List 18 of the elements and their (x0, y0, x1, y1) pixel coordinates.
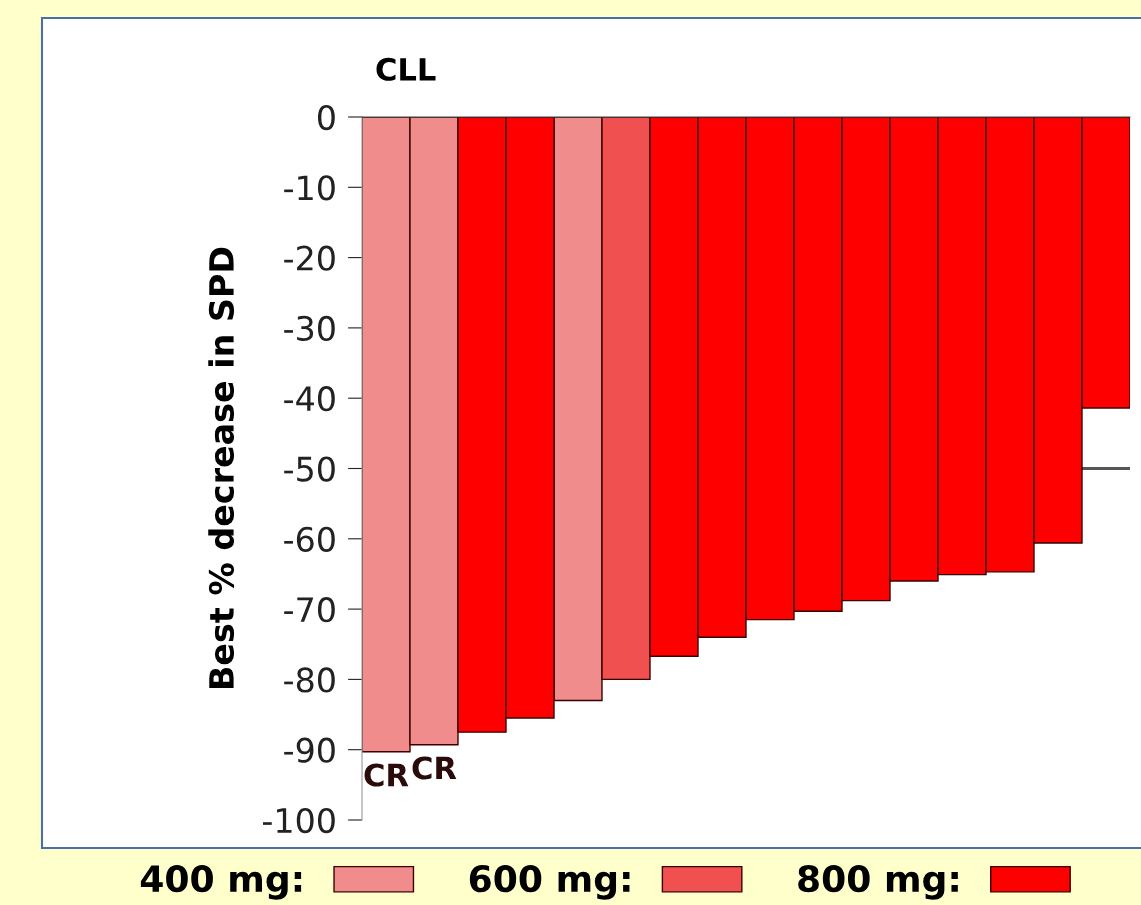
data-label: CR (412, 756, 457, 780)
y-tick-label: -90 (284, 737, 335, 763)
y-tick-label: -100 (262, 807, 335, 834)
y-tick-label: -50 (284, 456, 335, 482)
legend-label: 400 mg: (140, 865, 302, 900)
y-tick-label: -20 (284, 245, 335, 271)
y-tick-label: -30 (284, 315, 335, 342)
legend-label: 600 mg: (469, 865, 630, 900)
y-tick-label: -40 (284, 386, 335, 412)
y-tick-label: 0 (317, 104, 335, 131)
y-axis-title: Best % decrease in SPD (208, 247, 235, 688)
y-tick-label: -60 (284, 526, 335, 552)
y-tick-label: -70 (284, 597, 335, 623)
legend-label: 800 mg: (798, 865, 958, 900)
chart-subtitle: CLL (376, 57, 436, 81)
y-tick-label: -80 (284, 667, 335, 693)
data-label: CR (364, 763, 409, 787)
y-tick-label: -10 (284, 175, 335, 201)
